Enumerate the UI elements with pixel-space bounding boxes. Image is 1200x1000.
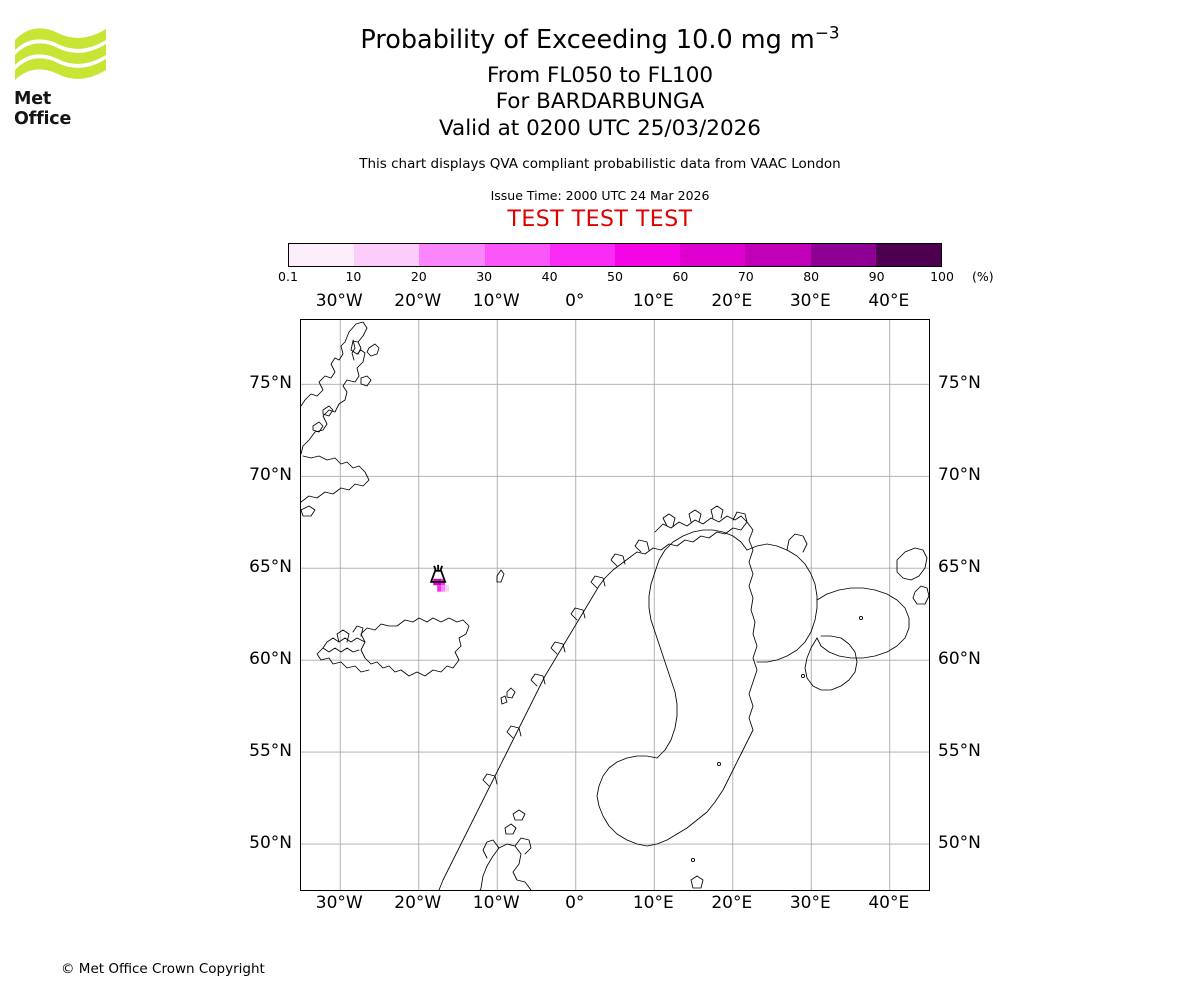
colorbar-tick-100: 100 bbox=[930, 269, 954, 284]
colorbar-tick-20: 20 bbox=[410, 269, 427, 284]
colorbar-tick-60: 60 bbox=[672, 269, 689, 284]
map-gridlines bbox=[301, 320, 929, 890]
issue-time: Issue Time: 2000 UTC 24 Mar 2026 bbox=[490, 188, 710, 203]
colorbar-segment-60-70 bbox=[680, 244, 746, 266]
lat-label-left-50°N: 50°N bbox=[249, 833, 292, 854]
valid-time-subtitle: Valid at 0200 UTC 25/03/2026 bbox=[438, 115, 761, 141]
colorbar-segments bbox=[288, 243, 942, 267]
colorbar-segment-10-20 bbox=[354, 244, 420, 266]
colorbar-tick-10: 10 bbox=[345, 269, 362, 284]
ash-cell bbox=[441, 585, 446, 592]
lon-label-bottom-10°E: 10°E bbox=[632, 893, 674, 913]
page-title-exponent: −3 bbox=[814, 22, 840, 43]
volcano-subtitle: For BARDARBUNGA bbox=[495, 89, 705, 114]
lon-label-bottom-30°W: 30°W bbox=[315, 893, 363, 913]
lon-label-bottom-10°W: 10°W bbox=[472, 893, 520, 913]
lat-label-left-70°N: 70°N bbox=[249, 465, 292, 486]
lat-label-right-70°N: 70°N bbox=[938, 465, 981, 486]
colorbar-tick-90: 90 bbox=[868, 269, 885, 284]
colorbar-segment-0.1-10 bbox=[289, 244, 355, 266]
lon-label-bottom-20°E: 20°E bbox=[711, 893, 753, 913]
lat-label-right-55°N: 55°N bbox=[938, 741, 981, 762]
colorbar-tick-80: 80 bbox=[803, 269, 820, 284]
ash-cell bbox=[437, 585, 442, 592]
probability-colorbar: 0.1 10 20 30 40 50 60 70 80 90 100 bbox=[278, 243, 954, 284]
ash-cell bbox=[445, 585, 449, 592]
page-title-text: Probability of Exceeding 10.0 mg m bbox=[360, 25, 815, 55]
map-canvas bbox=[301, 320, 929, 890]
lon-label-bottom-40°E: 40°E bbox=[868, 893, 910, 913]
colorbar-segment-20-30 bbox=[419, 244, 485, 266]
colorbar-tick-30: 30 bbox=[476, 269, 493, 284]
copyright-notice: © Met Office Crown Copyright bbox=[61, 961, 265, 977]
colorbar-tick-70: 70 bbox=[737, 269, 754, 284]
lon-label-top-10°E: 10°E bbox=[632, 291, 674, 311]
met-office-logo: Met Office bbox=[14, 24, 110, 129]
colorbar-tick-50: 50 bbox=[607, 269, 623, 284]
lat-label-right-65°N: 65°N bbox=[938, 557, 981, 578]
colorbar-tick-labels: 0.1 10 20 30 40 50 60 70 80 90 100 bbox=[278, 267, 954, 287]
ash-probability-cells bbox=[433, 578, 449, 592]
lat-label-left-60°N: 60°N bbox=[249, 649, 292, 670]
lat-label-right-60°N: 60°N bbox=[938, 649, 981, 670]
colorbar-segment-80-90 bbox=[810, 244, 876, 266]
lon-label-top-20°W: 20°W bbox=[394, 291, 442, 311]
lon-label-top-0°: 0° bbox=[565, 291, 585, 311]
flight-level-subtitle: From FL050 to FL100 bbox=[486, 62, 714, 88]
colorbar-segment-70-80 bbox=[745, 244, 811, 266]
colorbar-unit-label: (%) bbox=[972, 269, 994, 284]
lon-label-top-30°E: 30°E bbox=[789, 291, 831, 311]
lat-label-left-65°N: 65°N bbox=[249, 557, 292, 578]
volcano-marker-icon bbox=[429, 564, 447, 583]
map-coastlines bbox=[301, 321, 929, 890]
colorbar-tick-40: 40 bbox=[541, 269, 558, 284]
volcano-plume-line bbox=[439, 565, 443, 572]
volcano-plume-line bbox=[433, 565, 437, 572]
lat-label-right-75°N: 75°N bbox=[938, 373, 981, 394]
lat-label-right-50°N: 50°N bbox=[938, 833, 981, 854]
met-office-logo-text: Met Office bbox=[14, 89, 72, 129]
colorbar-segment-30-40 bbox=[484, 244, 550, 266]
lon-label-top-10°W: 10°W bbox=[472, 291, 520, 311]
lat-label-left-75°N: 75°N bbox=[249, 373, 292, 394]
lon-label-top-30°W: 30°W bbox=[315, 291, 363, 311]
test-banner: TEST TEST TEST bbox=[507, 207, 693, 232]
colorbar-segment-90-100 bbox=[875, 244, 942, 266]
page-title: Probability of Exceeding 10.0 mg m−3 bbox=[0, 24, 1200, 55]
lon-label-bottom-0°: 0° bbox=[565, 893, 585, 913]
lon-label-top-20°E: 20°E bbox=[711, 291, 753, 311]
chart-title-block: Probability of Exceeding 10.0 mg m−3 Fro… bbox=[0, 0, 1200, 232]
colorbar-tick-0.1: 0.1 bbox=[278, 269, 298, 284]
map-plot-area[interactable] bbox=[300, 319, 930, 891]
lon-label-bottom-30°E: 30°E bbox=[789, 893, 831, 913]
met-office-wave-icon bbox=[15, 28, 106, 80]
lon-label-bottom-20°W: 20°W bbox=[394, 893, 442, 913]
lon-label-top-40°E: 40°E bbox=[868, 291, 910, 311]
colorbar-segment-40-50 bbox=[549, 244, 616, 266]
qva-note: This chart displays QVA compliant probab… bbox=[359, 156, 841, 172]
lat-label-left-55°N: 55°N bbox=[249, 741, 292, 762]
colorbar-segment-50-60 bbox=[615, 244, 681, 266]
